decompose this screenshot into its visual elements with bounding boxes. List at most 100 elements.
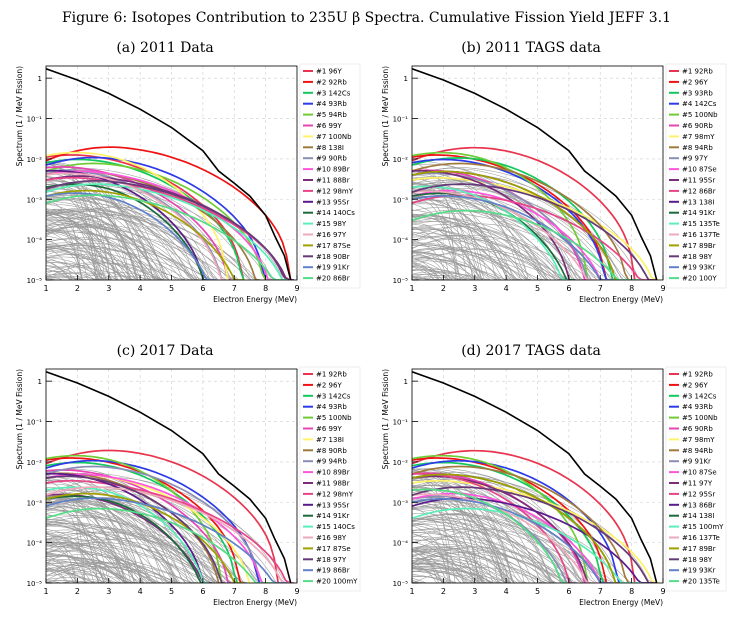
y-tick-label: 1 bbox=[404, 75, 408, 83]
background-curve bbox=[412, 561, 583, 583]
background-curve bbox=[412, 500, 659, 583]
background-curve bbox=[46, 549, 290, 583]
background-curve bbox=[46, 570, 210, 583]
legend-label: #12 95Sr bbox=[682, 490, 715, 498]
legend-label: #12 98mY bbox=[316, 187, 354, 195]
background-curve bbox=[46, 495, 135, 583]
background-curve bbox=[412, 522, 489, 583]
background-curve bbox=[412, 251, 465, 280]
y-tick-label: 10⁻⁵ bbox=[393, 580, 409, 588]
background-curve bbox=[46, 207, 215, 280]
background-curve bbox=[46, 201, 178, 280]
x-tick-label: 6 bbox=[566, 587, 571, 596]
background-curve bbox=[46, 239, 93, 280]
background-curve bbox=[412, 519, 658, 583]
background-curve bbox=[46, 516, 224, 583]
background-curve bbox=[46, 563, 190, 583]
background-curve bbox=[46, 245, 218, 280]
background-curve bbox=[46, 506, 146, 583]
legend-label: #20 86Br bbox=[316, 275, 350, 283]
background-curve bbox=[46, 198, 207, 280]
x-tick-label: 4 bbox=[138, 587, 143, 596]
background-curve bbox=[46, 247, 263, 280]
legend-label: #5 94Rb bbox=[316, 111, 347, 119]
background-curve bbox=[46, 580, 230, 583]
background-curve bbox=[412, 524, 507, 583]
background-curve bbox=[46, 550, 266, 583]
series-line bbox=[412, 209, 641, 280]
background-curve bbox=[412, 209, 524, 280]
x-axis-label: Electron Energy (MeV) bbox=[579, 295, 663, 304]
background-curve bbox=[46, 209, 246, 280]
legend: #1 92Rb #2 96Y #3 142Cs #4 93Rb #5 100Nb #6 9… bbox=[299, 366, 361, 592]
x-tick-label: 1 bbox=[43, 284, 48, 293]
background-curve bbox=[46, 491, 188, 583]
background-curve bbox=[412, 162, 457, 280]
background-curve bbox=[46, 217, 231, 280]
background-curve bbox=[412, 182, 591, 280]
background-curve bbox=[46, 269, 106, 280]
background-curve bbox=[46, 246, 133, 280]
background-curve bbox=[46, 257, 104, 280]
background-curve bbox=[412, 252, 513, 280]
background-curve bbox=[412, 256, 597, 280]
chart-d: 1 2 3 4 5 6 7 8 9 1 10⁻¹ 10⁻² 10⁻³ 10⁻⁴ 10⁻⁵ Electron E… bbox=[381, 366, 727, 607]
legend-label: #1 92Rb bbox=[682, 68, 713, 76]
x-tick-label: 8 bbox=[629, 587, 634, 596]
background-curve bbox=[412, 568, 591, 583]
series-line bbox=[412, 170, 620, 280]
background-curve bbox=[412, 562, 452, 583]
y-tick-label: 1 bbox=[38, 378, 42, 386]
background-curve bbox=[46, 501, 149, 583]
x-tick-label: 5 bbox=[169, 587, 174, 596]
legend-label: #10 89Br bbox=[316, 469, 350, 477]
x-tick-label: 6 bbox=[566, 284, 571, 293]
y-axis-label: Spectrum (1 / MeV Fission) bbox=[381, 66, 390, 166]
legend-label: #19 91Kr bbox=[316, 264, 349, 272]
background-curve bbox=[46, 209, 262, 280]
background-curve bbox=[412, 551, 527, 583]
background-curve bbox=[46, 223, 173, 280]
background-curve bbox=[412, 571, 518, 583]
background-curve bbox=[46, 226, 220, 280]
legend-label: #15 98Y bbox=[316, 220, 347, 228]
y-tick-label: 10⁻¹ bbox=[27, 419, 43, 427]
background-curve bbox=[46, 253, 247, 280]
background-curves bbox=[412, 160, 663, 280]
background-curve bbox=[412, 557, 607, 583]
background-curve bbox=[46, 523, 187, 583]
legend-label: #11 88Br bbox=[316, 177, 350, 185]
y-tick-label: 10⁻² bbox=[393, 459, 409, 467]
legend-label: #17 87Se bbox=[316, 242, 351, 250]
x-tick-label: 2 bbox=[441, 587, 446, 596]
background-curve bbox=[412, 514, 610, 583]
background-curve bbox=[412, 562, 563, 583]
background-curve bbox=[46, 188, 136, 280]
total-spectrum-line bbox=[46, 371, 292, 583]
background-curve bbox=[412, 578, 475, 583]
background-curve bbox=[46, 230, 277, 280]
series-line bbox=[46, 507, 275, 583]
y-tick-label: 10⁻² bbox=[27, 156, 43, 164]
x-tick-label: 5 bbox=[535, 587, 540, 596]
y-tick-label: 10⁻⁴ bbox=[27, 540, 43, 548]
background-curve bbox=[412, 217, 582, 280]
x-tick-label: 9 bbox=[660, 587, 665, 596]
y-axis-label: Spectrum (1 / MeV Fission) bbox=[15, 66, 24, 166]
background-curve bbox=[46, 525, 146, 583]
series-line bbox=[46, 183, 291, 280]
legend-label: #3 142Cs bbox=[682, 392, 717, 400]
background-curve bbox=[46, 228, 130, 280]
x-tick-label: 3 bbox=[472, 284, 477, 293]
background-curve bbox=[46, 231, 252, 280]
legend: #1 92Rb #2 96Y #3 142Cs #4 93Rb #5 100Nb #6 9… bbox=[665, 366, 727, 592]
background-curve bbox=[412, 260, 615, 280]
x-tick-label: 7 bbox=[598, 587, 603, 596]
background-curve bbox=[46, 229, 155, 280]
background-curve bbox=[412, 266, 485, 280]
panel-b: (b) 2011 TAGS data 1 2 3 4 5 6 7 8 9 1 10⁻¹ 10⁻² 10⁻… bbox=[366, 40, 732, 340]
background-curve bbox=[412, 197, 597, 280]
background-curve bbox=[46, 238, 191, 280]
panel-title: (d) 2017 TAGS data bbox=[461, 343, 601, 359]
legend-label: #2 96Y bbox=[316, 381, 342, 389]
